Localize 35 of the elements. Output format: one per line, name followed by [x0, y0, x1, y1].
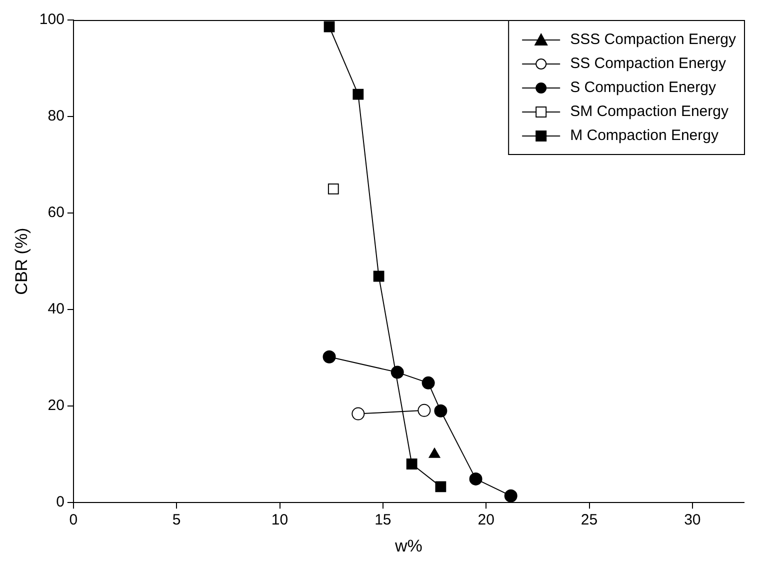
x-tick-label: 30 — [684, 512, 701, 529]
y-tick-label: 100 — [39, 11, 64, 28]
point — [418, 404, 431, 417]
point — [406, 458, 418, 470]
point — [352, 407, 365, 420]
x-tick-label: 5 — [172, 512, 181, 529]
y-tick-label: 40 — [48, 300, 64, 318]
legend-label: M Compaction Energy — [570, 127, 719, 144]
legend-label: SS Compaction Energy — [570, 55, 726, 72]
y-axis-title: CBR (%) — [12, 228, 31, 295]
point — [324, 21, 335, 32]
y-tick-label: 80 — [48, 108, 64, 125]
x-tick-label: 10 — [271, 512, 288, 529]
x-tick-label: 0 — [69, 512, 78, 529]
point — [434, 404, 448, 418]
point — [422, 376, 435, 390]
x-tick-label: 25 — [580, 512, 598, 529]
legend-label: S Compuction Energy — [570, 79, 716, 96]
x-axis-title: w% — [394, 536, 422, 556]
point — [373, 270, 384, 282]
y-tick-label: 60 — [48, 204, 64, 222]
point — [322, 350, 336, 364]
point — [428, 448, 440, 458]
point — [469, 472, 482, 486]
legend-label: SSS Compaction Energy — [570, 31, 736, 48]
point — [435, 481, 446, 492]
x-tick-label: 20 — [478, 512, 494, 529]
x-tick-label: 15 — [374, 512, 392, 529]
point — [352, 88, 364, 100]
y-tick-label: 0 — [56, 494, 64, 511]
point — [328, 183, 339, 194]
legend-label: SM Compaction Energy — [570, 103, 729, 120]
point — [504, 489, 518, 502]
point — [390, 366, 404, 379]
y-tick-label: 20 — [48, 397, 64, 414]
